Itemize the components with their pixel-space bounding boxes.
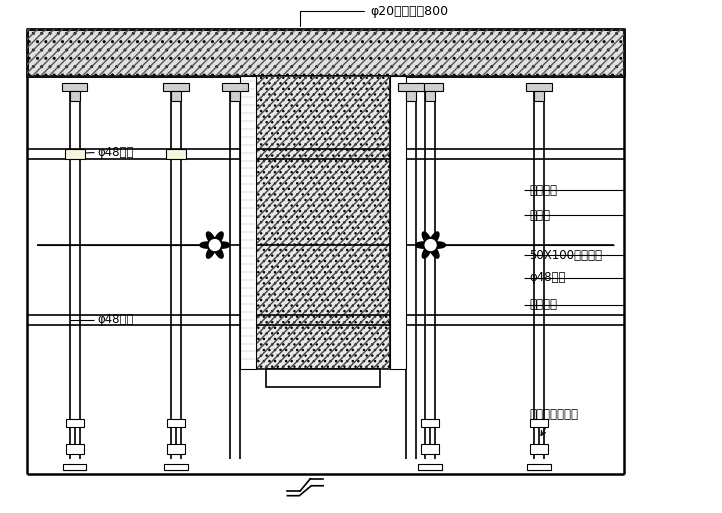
Bar (530, 419, 548, 427)
Bar (66, 419, 84, 427)
Text: 对拉螺栓: 对拉螺栓 (529, 298, 557, 311)
Bar (256, 76, 390, 369)
Polygon shape (200, 232, 230, 258)
Polygon shape (416, 232, 445, 258)
Bar (526, 83, 552, 91)
Circle shape (425, 240, 436, 250)
Bar (69, 91, 79, 101)
Bar (66, 444, 84, 454)
Bar (167, 444, 185, 454)
Bar (406, 91, 416, 101)
Bar (425, 91, 435, 101)
Bar (418, 464, 442, 470)
Text: φ20钉筋排距800: φ20钉筋排距800 (300, 5, 448, 27)
Bar (167, 419, 185, 427)
Bar (417, 83, 443, 91)
Bar (240, 76, 256, 369)
Bar (27, 29, 624, 76)
Bar (421, 419, 438, 427)
Bar (421, 444, 438, 454)
Bar (398, 83, 424, 91)
Bar (163, 83, 189, 91)
Bar (534, 91, 544, 101)
Bar (64, 149, 84, 159)
Text: φ48钉管: φ48钉管 (97, 313, 134, 326)
Text: 50X100木方横挡: 50X100木方横挡 (529, 248, 602, 262)
Bar (256, 76, 390, 369)
Bar (530, 444, 548, 454)
Text: 九夹板: 九夹板 (529, 209, 550, 222)
Text: φ48钉管: φ48钉管 (97, 146, 134, 159)
Text: 砌结构架: 砌结构架 (529, 184, 557, 197)
Text: 可调节钉支顶架: 可调节钉支顶架 (529, 408, 578, 436)
Bar (63, 464, 87, 470)
Bar (171, 91, 181, 101)
Bar (527, 464, 551, 470)
Circle shape (209, 240, 220, 250)
Text: φ48钉管: φ48钉管 (529, 271, 565, 284)
Bar (390, 76, 406, 369)
Bar (166, 149, 186, 159)
Bar (164, 464, 188, 470)
Bar (230, 91, 240, 101)
Bar (27, 29, 624, 76)
Bar (222, 83, 248, 91)
Bar (61, 83, 87, 91)
Bar (266, 369, 380, 387)
